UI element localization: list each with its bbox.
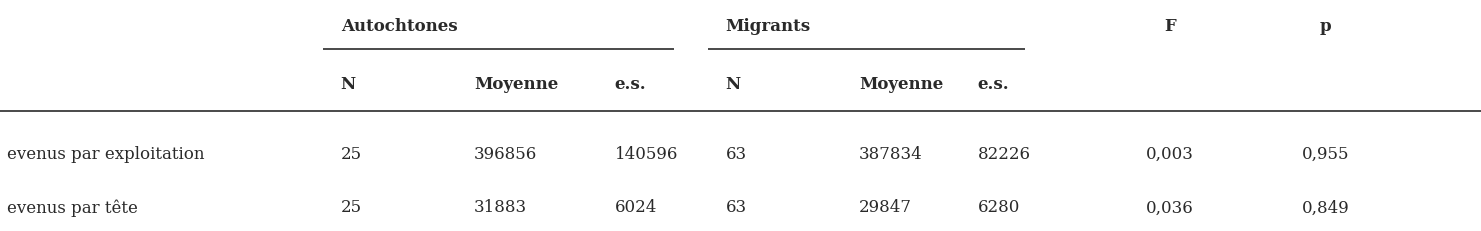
Text: e.s.: e.s. (615, 76, 646, 93)
Text: 396856: 396856 (474, 146, 538, 163)
Text: Moyenne: Moyenne (859, 76, 943, 93)
Text: 0,003: 0,003 (1146, 146, 1194, 163)
Text: 25: 25 (341, 199, 361, 216)
Text: Moyenne: Moyenne (474, 76, 558, 93)
Text: 63: 63 (726, 199, 746, 216)
Text: 6024: 6024 (615, 199, 658, 216)
Text: 387834: 387834 (859, 146, 923, 163)
Text: F: F (1164, 18, 1176, 36)
Text: 6280: 6280 (977, 199, 1020, 216)
Text: 25: 25 (341, 146, 361, 163)
Text: 0,036: 0,036 (1146, 199, 1194, 216)
Text: evenus par tête: evenus par tête (7, 199, 138, 217)
Text: Migrants: Migrants (726, 18, 810, 36)
Text: 0,955: 0,955 (1302, 146, 1349, 163)
Text: 82226: 82226 (977, 146, 1031, 163)
Text: 29847: 29847 (859, 199, 912, 216)
Text: 140596: 140596 (615, 146, 678, 163)
Text: N: N (341, 76, 355, 93)
Text: e.s.: e.s. (977, 76, 1009, 93)
Text: 31883: 31883 (474, 199, 527, 216)
Text: 0,849: 0,849 (1302, 199, 1349, 216)
Text: N: N (726, 76, 740, 93)
Text: evenus par exploitation: evenus par exploitation (7, 146, 204, 163)
Text: p: p (1320, 18, 1331, 36)
Text: 63: 63 (726, 146, 746, 163)
Text: Autochtones: Autochtones (341, 18, 458, 36)
